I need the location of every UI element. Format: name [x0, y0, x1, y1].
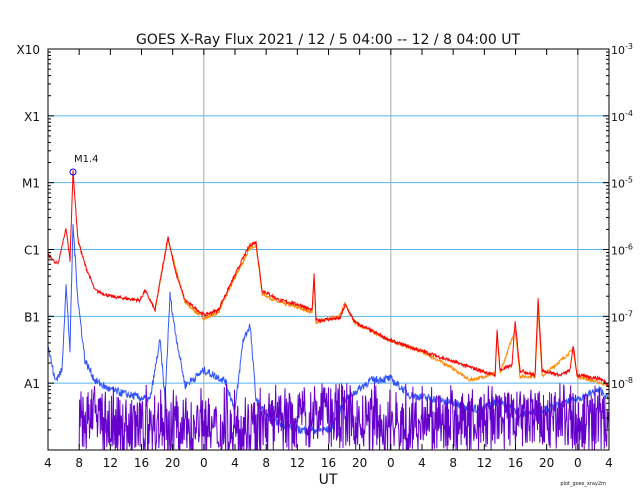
y-right-label-base: 10: [611, 178, 625, 191]
x-axis-label: UT: [319, 472, 338, 488]
x-tick-label: 20: [539, 456, 554, 470]
x-tick-label: 8: [449, 456, 457, 470]
long-secondary-series-line: [154, 237, 610, 388]
y-right-label-base: 10: [611, 378, 625, 391]
y-right-label: 10-8: [611, 376, 633, 391]
y-right-label-base: 10: [611, 245, 625, 258]
footer-label: plot_goes_xray2m: [560, 481, 606, 487]
y-label-a1: A1: [24, 377, 40, 391]
x-tick-label: 12: [290, 456, 305, 470]
y-right-label-exponent: -8: [625, 376, 633, 385]
long-primary-series-line: [47, 170, 610, 388]
x-tick-label: 4: [231, 456, 239, 470]
y-right-label-exponent: -5: [625, 176, 633, 185]
x-tick-label: 20: [165, 456, 180, 470]
y-right-label: 10-4: [611, 109, 633, 124]
y-right-labels: 10-310-410-510-610-710-8: [611, 42, 633, 391]
x-tick-label: 0: [574, 456, 582, 470]
x-tick-labels: 4 8 12 16 20 0 4 8 12 16 20 0 4 8 12 16 20 0 4: [44, 456, 613, 470]
x-tick-label: 8: [75, 456, 83, 470]
y-right-label: 10-6: [611, 243, 633, 258]
x-tick-label: 4: [44, 456, 52, 470]
y-label-x10: X10: [17, 43, 41, 57]
y-right-label-exponent: -4: [625, 109, 633, 118]
x-tick-label: 4: [605, 456, 613, 470]
x-tick-label: 0: [200, 456, 208, 470]
y-label-m1: M1: [22, 177, 40, 191]
grid-lines: [48, 49, 609, 450]
y-label-x1: X1: [24, 110, 40, 124]
y-right-label-base: 10: [611, 111, 625, 124]
x-tick-label: 12: [103, 456, 118, 470]
x-tick-label: 12: [477, 456, 492, 470]
x-tick-label: 4: [418, 456, 426, 470]
x-tick-label: 16: [508, 456, 523, 470]
x-tick-label: 0: [387, 456, 395, 470]
y-right-label: 10-3: [611, 42, 633, 57]
x-tick-label: 16: [134, 456, 149, 470]
flare-label: M1.4: [74, 154, 99, 165]
chart-title: GOES X-Ray Flux 2021 / 12 / 5 04:00 -- 1…: [136, 32, 520, 48]
short-primary-series-line: [47, 224, 610, 435]
y-right-label-exponent: -3: [625, 42, 633, 51]
axis-ticks: [47, 49, 610, 451]
y-right-label-base: 10: [611, 311, 625, 324]
y-label-b1: B1: [24, 310, 40, 324]
y-right-label-exponent: -7: [625, 309, 633, 318]
x-tick-label: 8: [262, 456, 270, 470]
flare-marker: [69, 168, 77, 176]
short-secondary-series-line: [78, 383, 610, 451]
y-right-label-exponent: -6: [625, 243, 633, 252]
y-right-label: 10-5: [611, 176, 633, 191]
y-right-label: 10-7: [611, 309, 633, 324]
y-right-label-base: 10: [611, 44, 625, 57]
series-group: [47, 170, 610, 451]
y-left-labels: X10 X1 M1 C1 B1 A1: [17, 43, 41, 391]
x-tick-label: 16: [321, 456, 336, 470]
x-tick-label: 20: [352, 456, 367, 470]
y-label-c1: C1: [24, 244, 40, 258]
